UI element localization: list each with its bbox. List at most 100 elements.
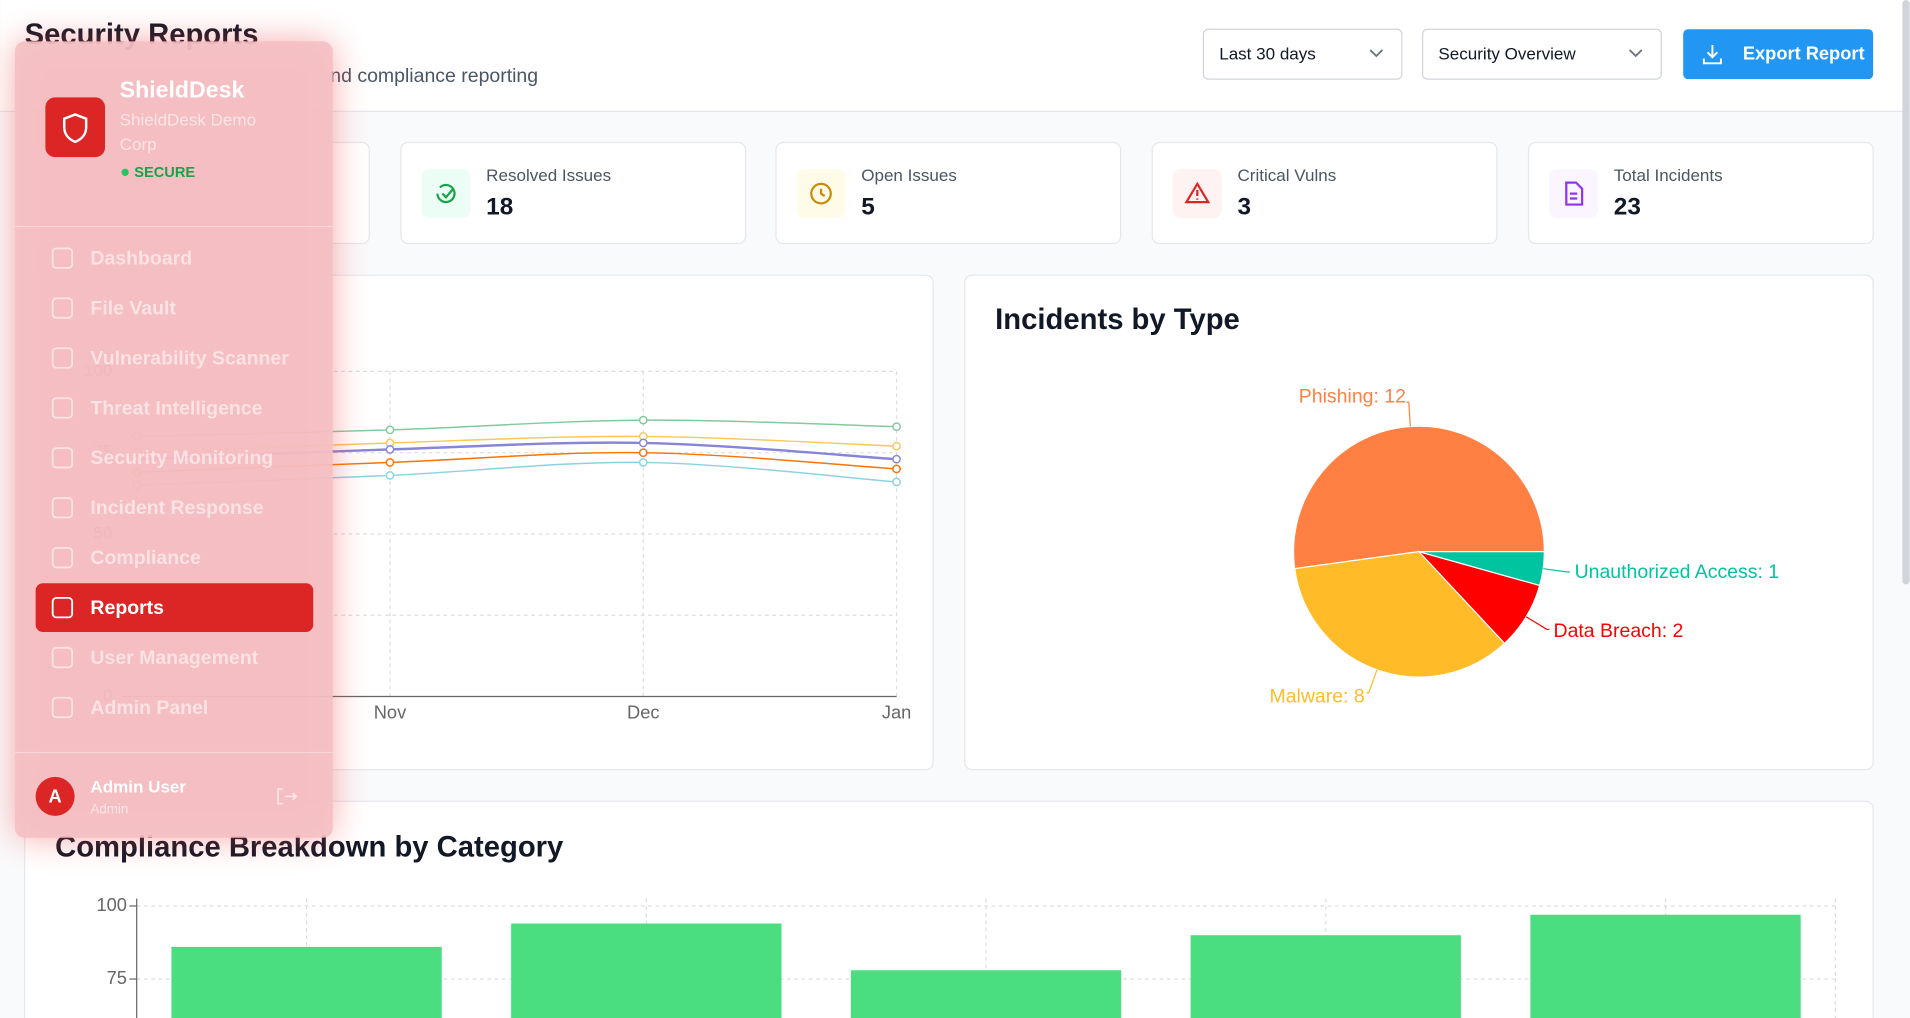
bar-chart: 0255075100 — [97, 894, 1837, 1018]
point — [385, 471, 395, 480]
nav-icon — [51, 596, 74, 619]
point — [385, 458, 395, 467]
pie-label: Malware: 8 — [1270, 685, 1365, 707]
stat-icon — [1565, 181, 1584, 206]
pie-chart: Phishing: 12 Malware: 8 Data Breach: 2 Unau… — [1270, 385, 1780, 707]
point — [892, 441, 901, 451]
nav-item[interactable]: User Management — [90, 647, 258, 669]
status: SECURE — [134, 165, 195, 181]
select-label[interactable]: Last 30 days — [1219, 44, 1316, 63]
bar — [171, 946, 442, 1018]
point — [638, 458, 648, 467]
stat-value: 5 — [861, 194, 875, 221]
nav-item[interactable]: Vulnerability Scanner — [90, 347, 289, 369]
org-box: ShieldDesk Demo Corp — [119, 109, 257, 154]
pie-slice — [1292, 425, 1545, 570]
view-select[interactable]: Security Overview — [1421, 28, 1662, 80]
nav-item[interactable]: Security Monitoring — [90, 447, 273, 469]
stat-card — [400, 141, 747, 245]
chevron — [1628, 49, 1643, 58]
button-label[interactable]: Export Report — [1743, 43, 1865, 64]
nav-icon — [51, 397, 74, 419]
download-icon — [1702, 45, 1722, 65]
scrollbar — [1902, 0, 1910, 585]
label-line — [1525, 616, 1550, 631]
bar — [850, 970, 1122, 1018]
nav-item[interactable]: Compliance — [90, 547, 201, 569]
nav: Dashboard File Vault Vulnerability Scanner… — [35, 247, 314, 719]
export-button[interactable]: Export Report — [1683, 29, 1874, 80]
x-tick-label: Dec — [627, 701, 659, 722]
nav-item[interactable]: Incident Response — [90, 497, 263, 519]
stat-icon — [810, 182, 832, 205]
point — [638, 448, 648, 458]
stat-icon — [436, 183, 456, 204]
shield-icon — [63, 113, 88, 144]
nav-item[interactable]: Reports — [90, 597, 164, 619]
nav-icon — [51, 696, 74, 719]
pie-slice — [1294, 550, 1506, 678]
stat-value: 23 — [1614, 194, 1641, 221]
chevron — [1369, 49, 1384, 58]
nav-item[interactable]: File Vault — [90, 297, 176, 319]
stat-value: 3 — [1238, 194, 1252, 221]
brand: ShieldDesk — [120, 76, 245, 102]
page-subtitle: nd compliance reporting — [330, 65, 538, 87]
nav-icon — [51, 247, 74, 269]
select-label[interactable]: Security Overview — [1438, 44, 1576, 63]
y-tick-label: 75 — [107, 967, 127, 988]
point — [638, 438, 648, 448]
org-name: ShieldDesk Demo Corp — [119, 109, 257, 154]
logout-icon[interactable] — [277, 788, 298, 805]
user-role: Admin — [90, 801, 128, 816]
avatar — [35, 776, 75, 816]
nav-active-bg[interactable] — [35, 583, 314, 632]
pie-label: Unauthorized Access: 1 — [1575, 561, 1780, 583]
nav-icon — [51, 497, 74, 519]
range-select[interactable]: Last 30 days — [1202, 28, 1403, 80]
nav-icon — [51, 297, 74, 319]
bar — [1530, 914, 1801, 1018]
point — [892, 454, 901, 464]
nav-item[interactable]: Threat Intelligence — [90, 397, 262, 419]
stats-row: Resolved Issues 18 Open Issues 5 Critical Vu… — [400, 141, 1874, 245]
stat-label: Resolved Issues — [486, 166, 611, 185]
stat-card — [1527, 141, 1874, 245]
pie-slice — [1418, 551, 1545, 587]
stat-card — [775, 141, 1122, 245]
stat-label: Critical Vulns — [1238, 166, 1337, 185]
stat-icon — [1184, 181, 1211, 204]
chart-title: Incidents by Type — [995, 304, 1240, 336]
nav-icon — [51, 447, 74, 469]
point — [892, 422, 901, 432]
nav-item[interactable]: Admin Panel — [90, 697, 208, 719]
nav-item[interactable]: Dashboard — [90, 248, 192, 270]
point — [638, 415, 648, 425]
select-box[interactable] — [1202, 28, 1403, 80]
point — [385, 425, 395, 435]
bar — [511, 923, 782, 1018]
x-tick-label: Nov — [374, 701, 407, 722]
select-box[interactable] — [1421, 28, 1662, 80]
label-line — [1543, 568, 1570, 573]
bar — [1190, 935, 1461, 1018]
stat-value: 18 — [486, 194, 513, 221]
nav-icon — [51, 547, 74, 569]
point — [892, 464, 901, 474]
label-line — [1366, 669, 1378, 694]
nav-icon — [51, 646, 74, 669]
logo — [45, 97, 106, 158]
button-bg[interactable] — [1683, 29, 1874, 80]
pie-label: Phishing: 12 — [1299, 385, 1406, 407]
avatar-initial: A — [49, 785, 62, 806]
user-name: Admin User — [90, 777, 186, 796]
x-tick-label: Jan — [882, 701, 911, 722]
stat-icon-bg — [421, 169, 471, 218]
status-dot — [121, 168, 129, 176]
label-line — [1406, 401, 1411, 427]
nav-icon — [51, 347, 74, 369]
stat-label: Open Issues — [861, 166, 957, 185]
